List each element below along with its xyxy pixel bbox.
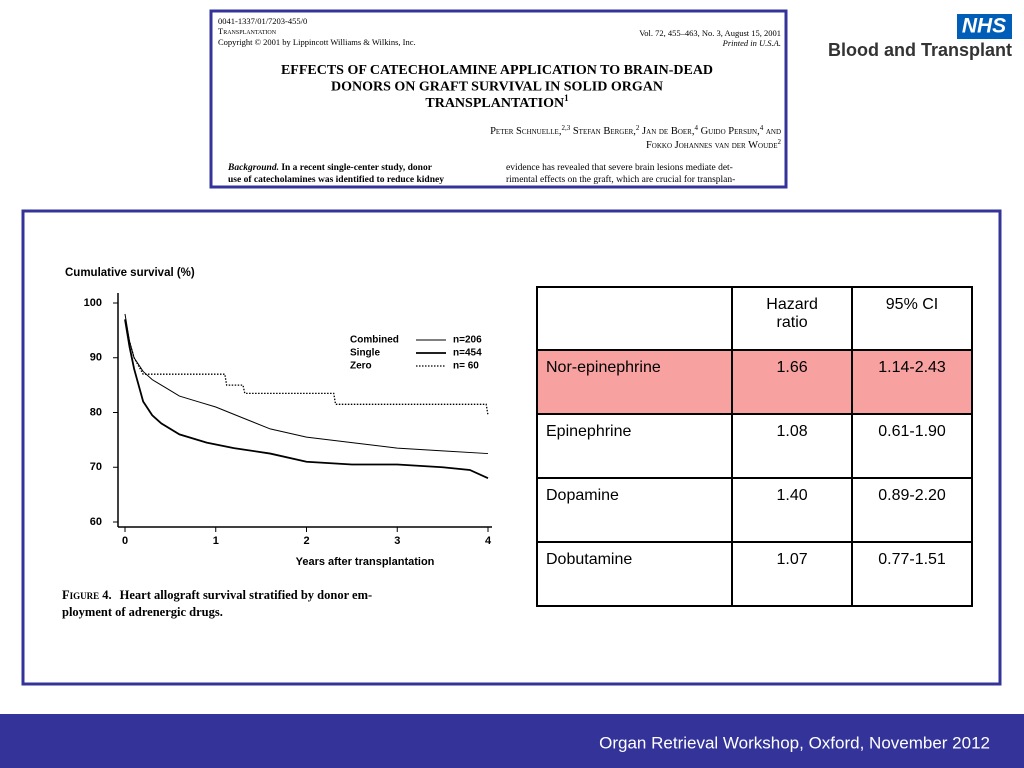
legend-name: Single [350, 348, 380, 359]
author-name: Stefan Berger, [570, 126, 636, 137]
paper-title: EFFECTS OF CATECHOLAMINE APPLICATION TO … [281, 63, 713, 78]
author-sup: 4 [760, 124, 764, 132]
paper-authors: Fokko Johannes van der Woude2 [646, 138, 782, 152]
table-row: Epinephrine 1.08 0.61-1.90 [535, 413, 973, 479]
logo-text: Blood and Transplant [828, 40, 1012, 60]
nhs-box [957, 14, 1012, 39]
paper-title: TRANSPLANTATION1 [425, 93, 569, 111]
hazard-table: Hazard ratio 95% CI Nor-epinephrine 1.66 1… [535, 286, 973, 607]
survival-curve [124, 319, 489, 480]
paper-copyright: Copyright © 2001 by Lippincott Williams … [218, 37, 416, 47]
header-text: Hazard ratio [766, 296, 818, 331]
abstract-right: evidence has revealed that severe brain … [506, 163, 733, 173]
author-name: Peter Schnuelle, [490, 126, 561, 137]
paper-code: 0041-1337/01/7203-455/0 [218, 16, 307, 26]
y-tick-label: 80 [90, 406, 102, 418]
table-cell: 1.40 [731, 477, 854, 543]
x-tick-label: 3 [394, 535, 400, 547]
caption-label: Figure 4. [62, 588, 112, 602]
table-row: Nor-epinephrine 1.66 1.14-2.43 [535, 349, 973, 415]
legend-name: Combined [350, 335, 399, 346]
footer-text: Organ Retrieval Workshop, Oxford, Novemb… [599, 733, 990, 752]
author-sup: 2 [778, 138, 782, 146]
paper-journal: Transplantation [218, 26, 277, 36]
abstract-left: Background. In a recent single-center st… [227, 163, 433, 173]
paper-authors: Peter Schnuelle,2,3 Stefan Berger,2 Jan … [490, 124, 781, 138]
table-cell: 1.14-2.43 [851, 349, 973, 415]
abstract-text: In a recent single-center study, donor [279, 163, 433, 173]
paper-header: 0041-1337/01/7203-455/0 Transplantation … [218, 16, 781, 48]
table-cell: Nor-epinephrine [535, 349, 734, 415]
table-cell: Epinephrine [535, 413, 734, 479]
figure-caption: Figure 4. Heart allograft survival strati… [62, 588, 372, 602]
content-frame [21, 209, 1002, 686]
paper-title: DONORS ON GRAFT SURVIVAL IN SOLID ORGAN [331, 80, 663, 95]
table-cell: 0.89-2.20 [851, 477, 973, 543]
table-cell: 1.07 [731, 541, 854, 607]
author-sup: 2 [636, 124, 640, 132]
x-tick-label: 1 [213, 535, 219, 547]
author-name: and [763, 126, 781, 137]
y-tick-label: 70 [90, 461, 102, 473]
title-line: EFFECTS OF CATECHOLAMINE APPLICATION TO … [281, 63, 713, 78]
title-sup: 1 [564, 93, 569, 103]
survival-curve [124, 313, 489, 455]
title-line: TRANSPLANTATION [425, 96, 564, 111]
header-text: 95% CI [885, 296, 939, 313]
header-cell: 95% CI [851, 286, 973, 351]
table-cell: Dobutamine [535, 541, 734, 607]
table-cell: Dopamine [535, 477, 734, 543]
author-name: Jan de Boer, [639, 126, 694, 137]
title-line: DONORS ON GRAFT SURVIVAL IN SOLID ORGAN [331, 80, 663, 95]
author-name: Guido Persijn, [698, 126, 760, 137]
table-header: Hazard ratio 95% CI [535, 286, 973, 351]
abstract-label: Background. [227, 163, 279, 173]
abstract-text: use of catecholamines was identified to … [228, 175, 444, 185]
header-cell: Hazard ratio [731, 286, 854, 351]
table-cell: 1.66 [731, 349, 854, 415]
x-axis-label: Years after transplantation [296, 556, 435, 568]
empty-cell [535, 286, 734, 351]
paper-volume: Vol. 72, 455–463, No. 3, August 15, 2001 [639, 28, 781, 38]
nhs-mark: NHS [962, 15, 1006, 38]
table-cell: 0.61-1.90 [851, 413, 973, 479]
table-row: Dobutamine 1.07 0.77-1.51 [535, 541, 973, 607]
y-tick-label: 60 [90, 516, 102, 528]
legend-name: Zero [350, 361, 372, 372]
legend-n: n=454 [453, 348, 482, 359]
abstract-left: use of catecholamines was identified to … [228, 175, 444, 185]
caption-text: Heart allograft survival stratified by d… [120, 588, 373, 602]
x-tick-label: 4 [485, 535, 492, 547]
y-tick-label: 100 [84, 297, 102, 309]
survival-curve [124, 319, 489, 416]
author-name: Fokko Johannes van der Woude [646, 140, 778, 151]
legend-n: n= 60 [453, 361, 479, 372]
legend-n: n=206 [453, 335, 482, 346]
y-axis-label: Cumulative survival (%) [65, 267, 195, 279]
abstract-right: rimental effects on the graft, which are… [506, 174, 735, 185]
y-tick-label: 90 [90, 352, 102, 364]
x-tick-label: 2 [303, 535, 309, 547]
paper-frame [209, 9, 788, 189]
x-tick-label: 0 [122, 535, 128, 547]
table-row: Dopamine 1.40 0.89-2.20 [535, 477, 973, 543]
author-sup: 2,3 [561, 124, 570, 132]
footer-bar [0, 714, 1024, 768]
table-cell: 0.77-1.51 [851, 541, 973, 607]
table-cell: 1.08 [731, 413, 854, 479]
author-sup: 4 [694, 124, 698, 132]
figure-caption: ployment of adrenergic drugs. [62, 605, 223, 619]
paper-printed: Printed in U.S.A. [722, 38, 781, 48]
